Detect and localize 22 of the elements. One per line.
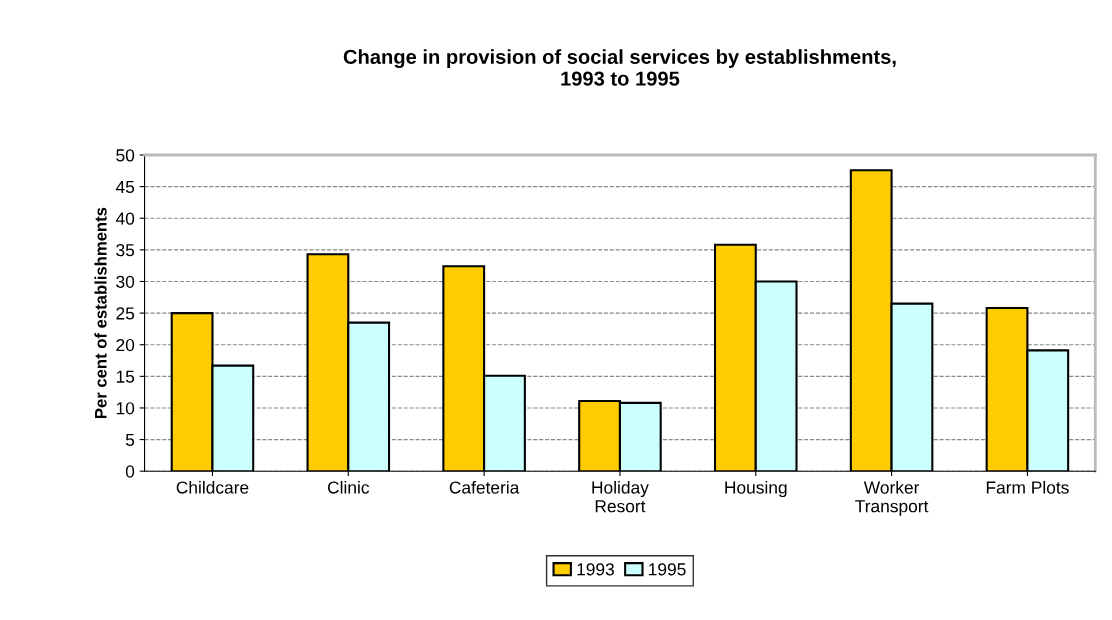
x-tick-label: Farm Plots [986,480,1069,494]
y-tick-label: 25 [116,307,135,320]
x-tick-label: Clinic [327,480,370,494]
x-tick-label: Childcare [176,480,249,494]
x-tick-label: Worker Transport [855,480,929,516]
x-tick-label: Housing [725,480,787,498]
y-tick-label: 0 [125,465,135,478]
legend-label: 1995 [649,563,686,576]
x-tick-label: Cafeteria [449,480,520,494]
y-axis-title: Per cent of establishments [94,207,107,419]
y-tick-label: 5 [125,433,135,447]
y-tick-label: 15 [116,370,135,383]
chart-title: Change in provision of social services by establishments, 1993 to 1995 [343,49,896,86]
x-tick-label: Holiday Resort [592,480,649,513]
y-tick-label: 50 [116,149,135,162]
y-tick-label: 20 [116,338,135,352]
y-tick-label: 35 [116,244,135,257]
y-tick-label: 40 [115,212,135,225]
y-tick-label: 45 [115,180,135,194]
y-tick-label: 10 [116,402,135,415]
y-tick-label: 30 [116,275,135,288]
legend-label: 1993 [577,563,614,576]
